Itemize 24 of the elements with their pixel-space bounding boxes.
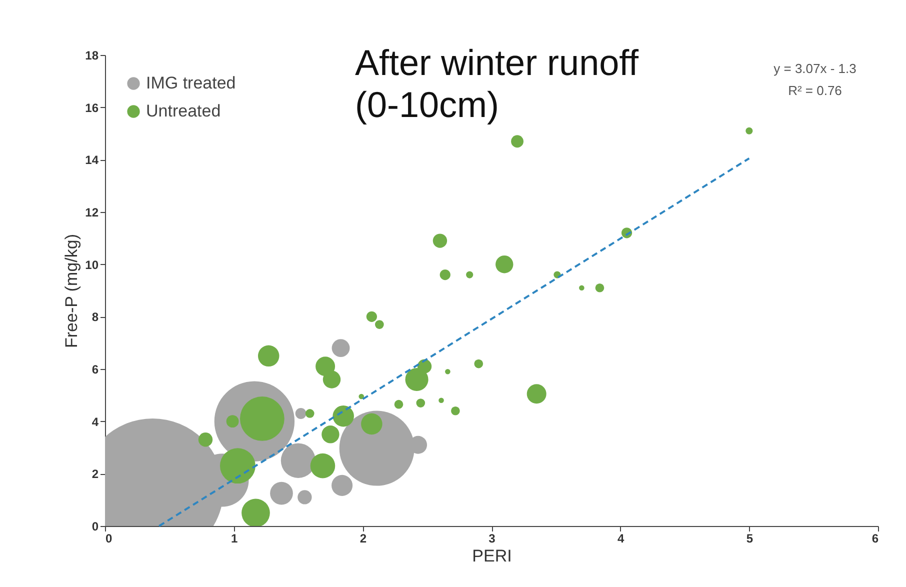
x-tick-label: 3 [488,532,496,546]
y-tick-label: 8 [92,310,99,324]
y-tick-label: 18 [85,48,99,62]
y-tick-label: 14 [85,153,99,168]
x-tick-label: 5 [746,532,754,546]
chart-title: After winter runoff (0-10cm) [355,42,640,125]
x-axis-title: PERI [472,546,512,566]
y-tick-label: 6 [92,362,99,376]
annotation: R² = 0.76 [788,83,842,98]
legend-label: IMG treated [146,74,236,92]
x-tick-label: 4 [617,532,624,546]
x-tick-label: 1 [230,532,238,546]
x-tick-label: 2 [360,532,367,546]
y-axis-title: Free-P (mg/kg) [62,234,82,348]
x-tick-label: 0 [106,532,112,546]
y-tick-label: 4 [92,414,99,429]
legend-label: Untreated [146,102,221,120]
y-tick-label: 10 [85,258,99,272]
y-tick-label: 12 [85,206,99,220]
annotation: y = 3.07x - 1.3 [774,61,856,76]
y-tick-label: 2 [92,467,99,482]
y-tick-label: 16 [85,100,99,115]
y-tick-label: 0 [92,520,99,534]
x-tick-label: 6 [872,532,879,546]
